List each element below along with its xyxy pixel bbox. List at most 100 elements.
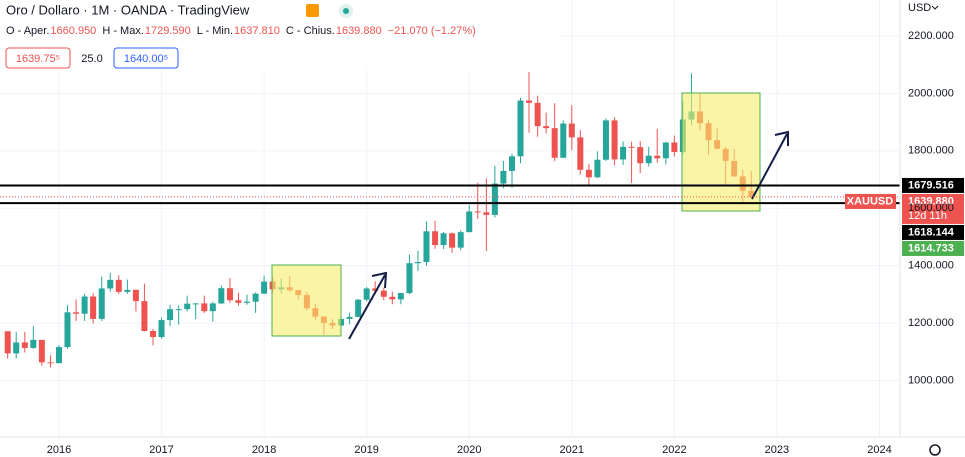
currency[interactable]: USD xyxy=(908,2,931,14)
candle-body xyxy=(363,288,370,300)
candle-body xyxy=(449,233,456,248)
y-tick-label: 1400.000 xyxy=(908,260,954,272)
candle-body xyxy=(602,120,609,160)
candle-body xyxy=(568,123,575,138)
candle-body xyxy=(132,289,139,302)
candle-body xyxy=(397,293,404,300)
candle-body xyxy=(654,155,661,159)
ohlc-legend: O - Aper. 1660.950 H - Max. 1729.590 L - Min… xyxy=(6,25,476,37)
candle-body xyxy=(73,312,80,314)
candle-body xyxy=(158,320,165,338)
candle-body xyxy=(90,296,97,319)
horizontal-lines xyxy=(0,184,900,205)
candle-body xyxy=(55,347,62,364)
price-tag-label: 1618.144 xyxy=(908,226,955,238)
sell-price[interactable]: 1639.75⁵ xyxy=(16,53,60,65)
dropdown-icon[interactable] xyxy=(931,5,939,10)
legend-value: 1637.810 xyxy=(234,25,280,37)
price-tag-label: 1639.880 xyxy=(908,195,954,207)
candle-body xyxy=(483,212,490,215)
candle-body xyxy=(141,301,148,331)
legend-label: O - Aper. xyxy=(6,25,49,37)
buy-button[interactable] xyxy=(113,47,179,69)
candle-body xyxy=(47,362,54,364)
candle-body xyxy=(414,262,421,264)
symbol-tag xyxy=(845,193,896,209)
candle-body xyxy=(201,303,208,312)
candle-body xyxy=(406,263,413,294)
candle-body xyxy=(662,142,669,159)
candle-body xyxy=(184,303,191,310)
candle-body xyxy=(526,100,533,103)
x-tick-label: 2022 xyxy=(662,444,686,456)
y-tick-label: 1800.000 xyxy=(908,145,954,157)
candle-body xyxy=(38,339,45,363)
candle-body xyxy=(440,233,447,246)
candle-body xyxy=(124,289,131,292)
y-tick-label: 2000.000 xyxy=(908,87,954,99)
price-tag xyxy=(902,224,964,240)
candle-body xyxy=(466,211,473,233)
candle-body xyxy=(81,296,88,314)
y-tick-label: 1200.000 xyxy=(908,317,954,329)
candle-body xyxy=(491,183,498,215)
candle-body xyxy=(594,159,601,178)
candle-body xyxy=(671,142,678,152)
price-tag-label: 1614.733 xyxy=(908,242,954,254)
candle-body xyxy=(13,342,20,354)
buy-price[interactable]: 1640.00⁵ xyxy=(124,53,168,65)
candle-body xyxy=(389,296,396,300)
candle-body xyxy=(226,288,233,301)
x-tick-label: 2017 xyxy=(149,444,173,456)
candle-body xyxy=(645,155,652,164)
candle-body xyxy=(577,137,584,170)
candle-body xyxy=(474,211,481,213)
countdown: 12d 11h xyxy=(908,210,947,222)
x-tick-label: 2020 xyxy=(457,444,481,456)
highlight-box xyxy=(271,264,342,337)
candle-body xyxy=(243,301,250,303)
legend-label: H - Max. xyxy=(102,25,144,37)
candle-body xyxy=(209,303,216,312)
legend-change: −21.070 (−1.27%) xyxy=(388,25,476,37)
candle-body xyxy=(517,100,524,157)
status-dot xyxy=(343,8,349,14)
sell-button[interactable] xyxy=(5,47,71,69)
settings-icon[interactable] xyxy=(929,444,941,456)
candle-body xyxy=(372,288,379,291)
spread: 25.0 xyxy=(81,53,102,65)
candle-body xyxy=(107,279,114,289)
arrow xyxy=(348,130,789,340)
highlight-box xyxy=(681,92,761,212)
candle-body xyxy=(432,231,439,246)
candle-body xyxy=(64,312,71,348)
candle-body xyxy=(346,316,353,319)
x-tick-label: 2024 xyxy=(867,444,891,456)
candle-body xyxy=(218,288,225,304)
y-tick-label: 1600.000 xyxy=(908,202,954,214)
legend-label: C - Chius. xyxy=(286,25,335,37)
header-bg xyxy=(0,0,560,70)
candle-body xyxy=(543,126,550,129)
legend-value: 1639.880 xyxy=(336,25,382,37)
candle-body xyxy=(115,279,122,292)
candle-body xyxy=(235,300,242,303)
candle-body xyxy=(380,290,387,297)
grid xyxy=(0,0,900,437)
price-tag xyxy=(902,177,964,193)
candle-body xyxy=(252,293,259,302)
candle-body xyxy=(30,339,37,348)
candle-body xyxy=(637,147,644,164)
candle-body xyxy=(628,146,635,148)
x-tick-label: 2021 xyxy=(560,444,584,456)
candle-body xyxy=(423,231,430,263)
legend-value: 1660.950 xyxy=(50,25,96,37)
candle-body xyxy=(551,128,558,158)
candle-body xyxy=(611,120,618,160)
candle-body xyxy=(261,281,268,294)
candle-body xyxy=(500,170,507,184)
candle-body xyxy=(355,299,362,317)
icon xyxy=(306,4,319,17)
